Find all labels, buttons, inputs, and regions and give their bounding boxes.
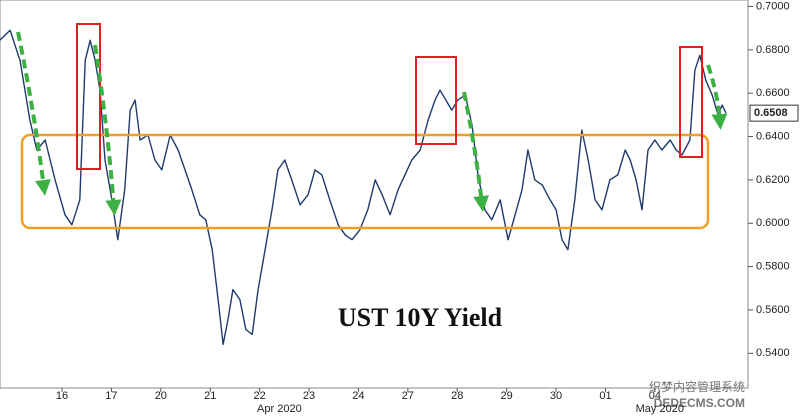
x-tick-label: 04	[649, 390, 661, 402]
y-tick-label: 0.7000	[756, 0, 790, 12]
y-tick-label: 0.5400	[756, 347, 790, 359]
watermark: 织梦内容管理系统	[649, 379, 745, 394]
arrow	[93, 44, 122, 216]
highlight-box	[76, 23, 101, 170]
x-tick-label: 28	[451, 390, 463, 402]
range-box	[20, 133, 710, 230]
y-tick-label: 0.5800	[756, 261, 790, 273]
highlight-box	[415, 56, 457, 145]
x-tick-label: 30	[550, 390, 562, 402]
y-tick-label: 0.6200	[756, 174, 790, 186]
last-value-label: 0.6508	[754, 107, 788, 119]
y-tick-label: 0.6800	[756, 44, 790, 56]
month-label: Apr 2020	[257, 403, 302, 415]
chart-annotation: UST 10Y Yield	[338, 303, 503, 332]
arrow	[16, 31, 51, 196]
x-tick-label: 17	[105, 390, 117, 402]
month-label: May 2020	[636, 403, 684, 415]
arrow	[706, 64, 728, 130]
x-tick-label: 27	[402, 390, 414, 402]
y-tick-label: 0.6600	[756, 87, 790, 99]
series-line	[0, 29, 727, 346]
x-tick-label: 21	[204, 390, 216, 402]
y-tick-label: 0.5600	[756, 304, 790, 316]
watermark: DEDECMS.COM	[654, 396, 745, 410]
x-tick-label: 16	[56, 390, 68, 402]
highlight-box	[679, 46, 703, 158]
x-tick-label: 01	[599, 390, 611, 402]
y-tick-label: 0.6000	[756, 217, 790, 229]
y-tick-label: 0.6400	[756, 130, 790, 142]
x-tick-label: 23	[303, 390, 315, 402]
x-tick-label: 24	[352, 390, 364, 402]
arrows	[16, 31, 728, 216]
last-value-box	[749, 104, 799, 122]
x-tick-label: 20	[155, 390, 167, 402]
plot	[0, 29, 727, 346]
x-tick-label: 22	[254, 390, 266, 402]
x-tick-label: 29	[501, 390, 513, 402]
arrow	[462, 91, 490, 212]
